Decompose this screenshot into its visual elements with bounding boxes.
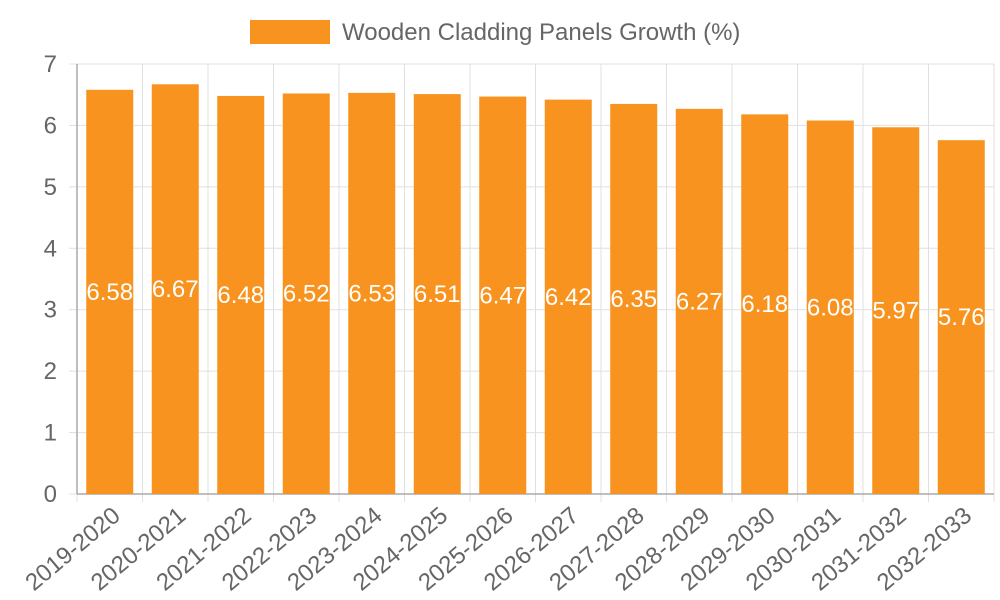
grid — [76, 63, 995, 502]
y-tick-label: 6 — [44, 112, 57, 139]
bar-value-label: 6.47 — [479, 282, 526, 309]
bar-value-label: 5.76 — [938, 304, 985, 331]
legend-swatch — [250, 20, 330, 44]
bar[interactable] — [544, 99, 592, 494]
y-tick-label: 1 — [44, 420, 57, 447]
bar[interactable] — [151, 84, 199, 495]
bar[interactable] — [806, 120, 854, 494]
bar-value-label: 6.42 — [545, 284, 592, 311]
bar[interactable] — [675, 108, 723, 494]
bar[interactable] — [479, 96, 527, 495]
bars — [86, 84, 985, 495]
bar-value-label: 6.67 — [152, 276, 199, 303]
legend-label: Wooden Cladding Panels Growth (%) — [342, 19, 740, 46]
bar-value-label: 6.58 — [86, 279, 133, 306]
bar-value-label: 5.97 — [872, 298, 919, 325]
y-tick-label: 0 — [44, 481, 57, 508]
bar[interactable] — [86, 89, 134, 495]
bar-value-label: 6.51 — [414, 281, 461, 308]
bar[interactable] — [217, 95, 265, 494]
bar-value-label: 6.08 — [807, 294, 854, 321]
bar-value-label: 6.52 — [283, 281, 330, 308]
bar[interactable] — [610, 103, 658, 494]
legend[interactable]: Wooden Cladding Panels Growth (%) — [250, 19, 740, 46]
data-labels: 6.58 6.67 6.48 6.52 6.53 6.51 6.47 6.42 6.35 6.27… — [86, 276, 984, 331]
bar-value-label: 6.53 — [348, 280, 395, 307]
bar[interactable] — [282, 93, 330, 494]
bar[interactable] — [741, 114, 789, 494]
bar-value-label: 6.48 — [217, 282, 264, 309]
y-tick-label: 2 — [44, 358, 57, 385]
y-tick-label: 5 — [44, 174, 57, 201]
y-axis-ticks: 0 1 2 3 4 5 6 7 — [44, 51, 57, 508]
bar[interactable] — [937, 140, 985, 494]
bar-value-label: 6.35 — [610, 286, 657, 313]
x-axis-ticks: 2019-20202020-20212021-20222022-20232023… — [20, 502, 977, 596]
bar[interactable] — [348, 92, 396, 494]
y-tick-label: 4 — [44, 235, 57, 262]
y-tick-label: 3 — [44, 297, 57, 324]
bar[interactable] — [872, 127, 920, 495]
bar-value-label: 6.27 — [676, 288, 723, 315]
y-tick-label: 7 — [44, 51, 57, 78]
bar[interactable] — [413, 94, 461, 494]
bar-value-label: 6.18 — [741, 291, 788, 318]
